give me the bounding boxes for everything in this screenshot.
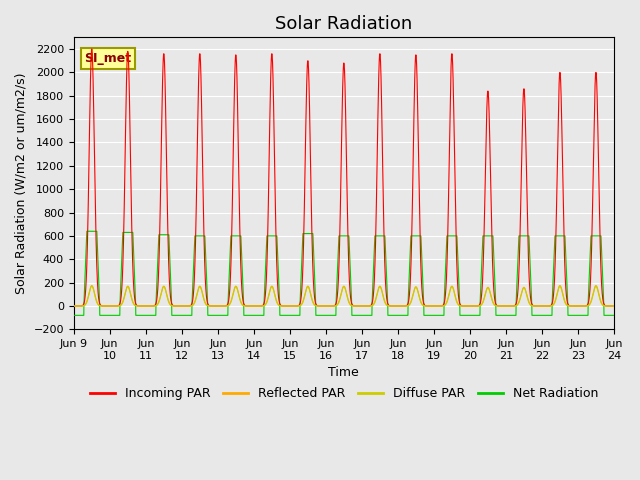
Text: SI_met: SI_met: [84, 52, 132, 65]
Y-axis label: Solar Radiation (W/m2 or um/m2/s): Solar Radiation (W/m2 or um/m2/s): [15, 72, 28, 294]
X-axis label: Time: Time: [328, 366, 359, 379]
Title: Solar Radiation: Solar Radiation: [275, 15, 413, 33]
Legend: Incoming PAR, Reflected PAR, Diffuse PAR, Net Radiation: Incoming PAR, Reflected PAR, Diffuse PAR…: [84, 382, 603, 405]
